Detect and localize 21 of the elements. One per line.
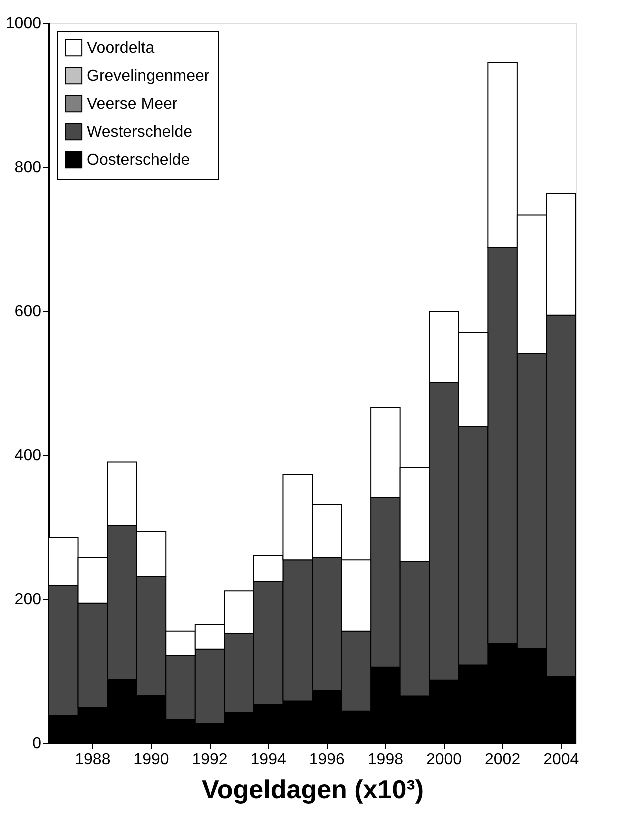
x-tick-label: 1996 (309, 752, 346, 768)
legend-label: Voordelta (87, 40, 155, 57)
x-tick-label: 1994 (250, 752, 286, 768)
y-tick-label: 400 (14, 448, 42, 464)
x-tick-label: 1998 (368, 752, 404, 768)
legend-label: Westerschelde (87, 124, 193, 141)
y-tick-label: 600 (14, 304, 42, 320)
legend-label: Grevelingenmeer (87, 68, 210, 85)
x-tick-label: 1990 (134, 752, 170, 768)
y-tick-label: 200 (14, 592, 42, 608)
y-tick-label: 1000 (6, 16, 42, 32)
y-tick-label: 800 (14, 160, 42, 176)
x-tick-label: 2002 (485, 752, 521, 768)
legend-label: Oosterschelde (87, 152, 190, 169)
x-axis-title: Vogeldagen (x10³) (202, 774, 424, 804)
y-tick-label: 0 (32, 736, 42, 752)
x-tick-label: 2000 (426, 752, 462, 768)
x-tick-label: 1992 (192, 752, 228, 768)
x-tick-label: 1988 (75, 752, 111, 768)
legend-label: Veerse Meer (87, 96, 178, 113)
x-tick-label: 2004 (544, 752, 580, 768)
